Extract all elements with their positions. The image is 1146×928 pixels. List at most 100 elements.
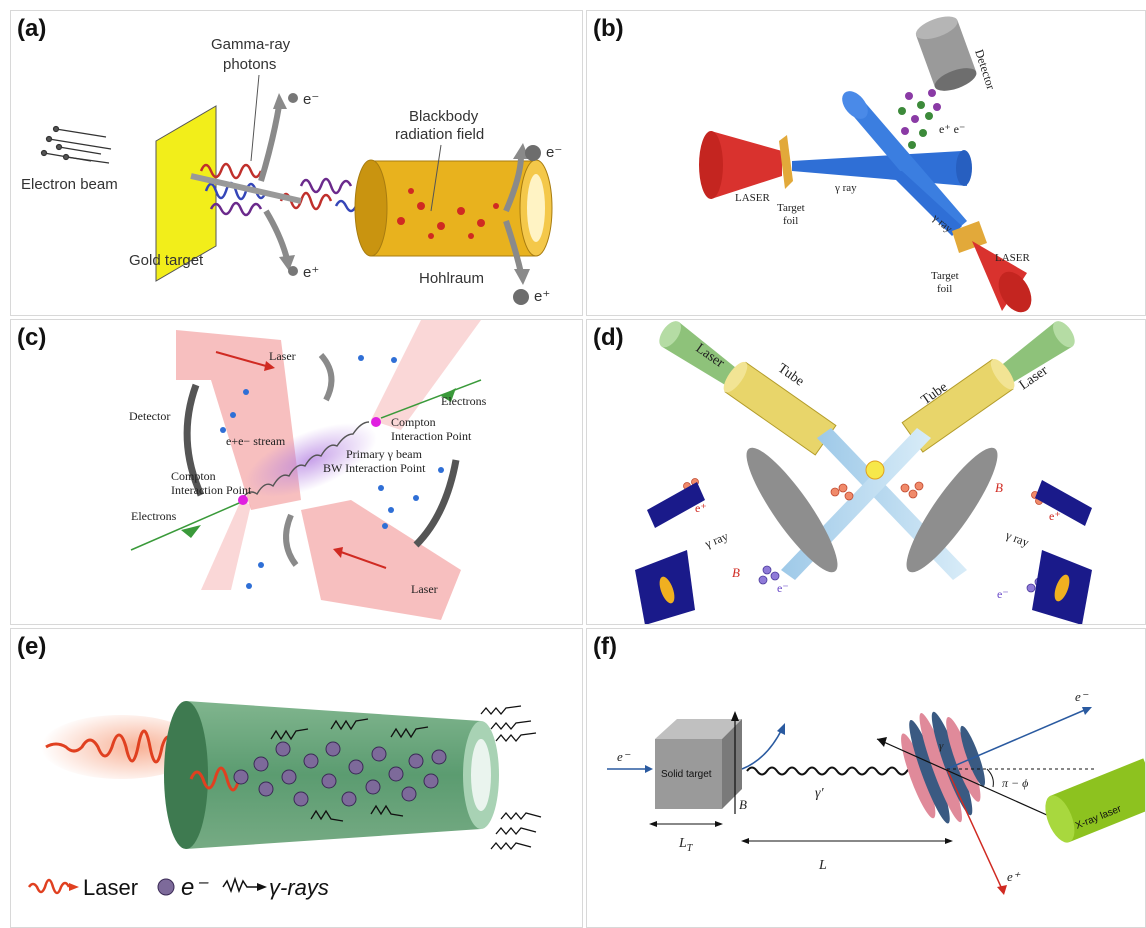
panel-a: (a) Electron beam Gold target e⁻ [10, 10, 583, 316]
legend-gamma-icon [222, 876, 257, 894]
arrowhead-icon [513, 143, 529, 159]
beam-axis [190, 173, 302, 204]
arrowhead-icon [257, 883, 267, 891]
electron-icon [525, 145, 541, 161]
b-right-label: B [995, 480, 1003, 495]
gamma-right-label: γ ray [1003, 527, 1031, 549]
panel-f-tag: (f) [593, 633, 617, 660]
arrowhead-icon [181, 525, 201, 538]
arrowhead-icon [69, 883, 79, 891]
hohlraum-label: Hohlraum [419, 270, 484, 287]
laser-bottom-label: Laser [411, 582, 438, 596]
blackbody-label-1: Blackbody [409, 108, 479, 125]
solid-target-label: Solid target [661, 769, 712, 780]
e-minus-right-label: e⁻ [546, 144, 562, 161]
pairs-label: e⁺ e⁻ [939, 122, 965, 136]
b-left-label: B [732, 565, 740, 580]
legend-gamma-label: γ-rays [269, 875, 329, 900]
angle-label: π − ϕ [1002, 776, 1028, 790]
stream-label: e+e− stream [226, 434, 286, 448]
panel-b-tag: (b) [593, 15, 624, 42]
gamma-ray-wiggles [270, 705, 542, 851]
hotspot [659, 576, 675, 604]
tube-left-label: Tube [775, 361, 807, 390]
gamma-pointer [250, 74, 260, 162]
left-laser-cone [711, 131, 782, 199]
arrowhead-icon [279, 255, 295, 271]
e-minus-in-label: e⁻ [617, 749, 631, 764]
e-plus-out-label: e⁺ [1007, 869, 1021, 884]
electrons-left-beam [130, 499, 247, 551]
arrowhead-icon [715, 821, 723, 827]
angle-arc [986, 768, 994, 788]
detector-arc-left [183, 383, 205, 497]
arrowhead-icon [777, 723, 785, 735]
e-minus-left-label: e⁻ [777, 581, 789, 595]
arrowhead-icon [645, 765, 653, 773]
tube-right [901, 358, 1015, 453]
gamma-1-label: γ ray [834, 182, 857, 194]
converter-disk-left [746, 447, 838, 573]
target-right-label-1: Target [931, 270, 959, 282]
panel-b-diagram: Detector e⁺ e⁻ LASER Target foil γ ray γ… [699, 16, 1032, 313]
electron-bunch [233, 741, 447, 807]
solid-target-cube [655, 719, 742, 809]
l-label: L [818, 858, 827, 873]
arrowhead-icon [273, 93, 287, 109]
e-plus-left-label: e⁺ [695, 501, 707, 515]
laser-left-label: LASER [735, 192, 771, 204]
laser-beam-bottom [301, 500, 461, 620]
xray-laser-cylinder [1045, 758, 1145, 843]
bw-point-label: BW Interaction Point [323, 461, 426, 475]
panel-c-tag: (c) [17, 324, 47, 351]
pair-particles [898, 89, 941, 149]
panel-a-tag: (a) [17, 15, 47, 42]
positron-icon [288, 266, 298, 276]
screen-top-right [1035, 480, 1092, 526]
e-minus-track-right [503, 155, 524, 213]
e-plus-track-bottom [263, 209, 290, 260]
panel-c-diagram: Laser Laser Detector e+e− stream Electro… [129, 320, 487, 620]
e-plus-bottom-label: e⁺ [303, 264, 319, 281]
panel-d: (d) Laser Laser Tube Tube [586, 319, 1146, 625]
panel-c: (c) Laser Laser Detector e+e− stream [10, 319, 583, 625]
target-left-label-1: Target [777, 202, 805, 214]
laser-cone-left [201, 500, 251, 590]
left-target-foil [779, 135, 793, 189]
panel-f-diagram: e⁻ Solid target B γ′ e⁻ [607, 689, 1145, 895]
mirror-top [318, 352, 335, 402]
compton-left-label-1: Compton [171, 469, 216, 483]
gamma-prime-label: γ′ [815, 786, 825, 801]
panel-d-diagram: Laser Laser Tube Tube [635, 321, 1092, 624]
laser-wave-in-channel [189, 766, 241, 792]
electron-beam-arrows [40, 125, 112, 164]
e-minus-out-label: e⁻ [1075, 689, 1089, 704]
arrowhead-icon [731, 711, 739, 721]
outgoing-electron [946, 708, 1088, 770]
gamma-beam-1 [792, 151, 967, 186]
primary-beam-label: Primary γ beam [346, 447, 423, 461]
arrowhead-icon [333, 547, 343, 558]
detector-label: Detector [972, 48, 998, 92]
compton-point-right [371, 417, 381, 427]
gamma-prime-wave [746, 766, 928, 776]
primary-gamma-wave [240, 421, 370, 501]
detector-cylinder [915, 16, 977, 91]
electrons-right-label: Electrons [441, 394, 487, 408]
arrowhead-icon [997, 885, 1007, 895]
panel-e-diagram: Laser e⁻ γ-rays [27, 701, 542, 901]
arrowhead-icon [264, 361, 275, 371]
laser-wave [45, 729, 176, 764]
gamma-small-label: γ [939, 740, 944, 752]
converter-disk-right [906, 447, 998, 573]
gamma-photons-label-2: photons [223, 56, 276, 73]
screen-top-left [647, 482, 705, 528]
electron-icon [288, 93, 298, 103]
laser-right-label: LASER [995, 252, 1031, 264]
laser-cone-right [371, 320, 481, 430]
arrow-line [215, 351, 267, 367]
target-right-label-2: foil [937, 283, 952, 295]
legend-electron-icon [157, 878, 175, 896]
lt-label: LT [678, 836, 694, 854]
detector-label: Detector [129, 409, 170, 423]
